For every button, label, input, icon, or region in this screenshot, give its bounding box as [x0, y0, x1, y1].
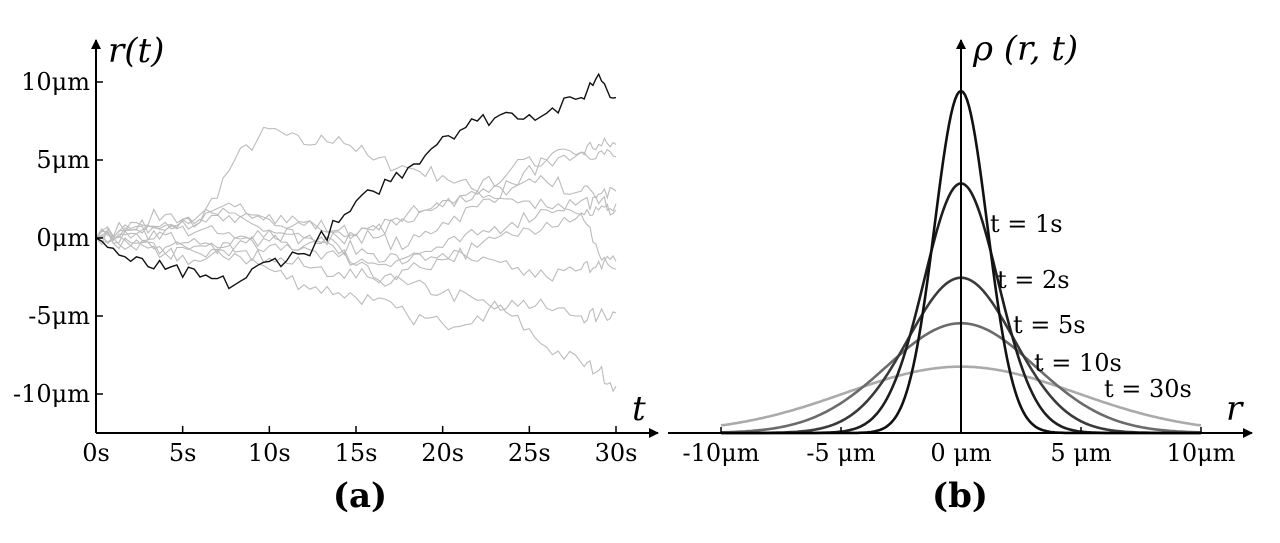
panel-a-caption: (a)	[333, 476, 387, 516]
walk-series-line	[95, 72, 617, 290]
walk-series-line	[95, 195, 617, 268]
x-tick-label: 25s	[508, 439, 551, 467]
y-tick-label: -10μm	[13, 380, 90, 408]
x-tick-label: 20s	[421, 439, 464, 467]
panel-a-x-ticks: 0s 5s 10s 15s 20s 25s 30s	[82, 426, 637, 467]
walk-series-line	[95, 203, 617, 284]
walk-series-line	[95, 148, 617, 253]
walk-series-line	[95, 174, 617, 242]
y-tick-label: -5μm	[28, 302, 90, 330]
y-tick-label: 0μm	[36, 224, 90, 252]
panel-a-series	[95, 72, 617, 393]
panel-a-y-axis-label: r(t)	[108, 31, 164, 71]
x-tick-label: -5 μm	[806, 439, 876, 467]
walk-series-line	[95, 234, 617, 331]
panel-b-x-axis-label: r	[1226, 389, 1244, 429]
x-tick-label: 5s	[169, 439, 197, 467]
x-tick-label: 30s	[595, 439, 638, 467]
curve-label: t = 5s	[1013, 311, 1086, 339]
x-tick-label: 10μm	[1167, 439, 1236, 467]
panel-b-density-curves: -10μm -5 μm 0 μm 5 μm 10μm t = 1s t = 2s t = 5…	[668, 29, 1253, 516]
curve-label: t = 2s	[997, 266, 1070, 294]
x-tick-label: -10μm	[682, 439, 759, 467]
walk-series-line	[95, 137, 617, 251]
panel-a-y-ticks: 10μm 5μm 0μm -5μm -10μm	[13, 68, 103, 408]
walk-series-line	[95, 126, 617, 270]
panel-b-y-axis-label: ρ (r, t)	[972, 29, 1078, 69]
y-tick-label: 5μm	[36, 146, 90, 174]
x-tick-label: 15s	[335, 439, 378, 467]
curve-label: t = 10s	[1034, 349, 1122, 377]
curve-label: t = 30s	[1104, 375, 1192, 403]
walk-series-line	[95, 208, 617, 393]
curve-label: t = 1s	[990, 210, 1063, 238]
panel-b-caption: (b)	[932, 476, 988, 516]
walk-series-line	[95, 228, 617, 282]
x-tick-label: 0s	[82, 439, 110, 467]
y-tick-label: 10μm	[21, 68, 90, 96]
x-tick-label: 0 μm	[930, 439, 991, 467]
x-tick-label: 5 μm	[1050, 439, 1111, 467]
panel-a-random-walks: 0s 5s 10s 15s 20s 25s 30s 10μm5μm0μm-5μm-10μm …	[13, 31, 659, 516]
panel-b-x-ticks: -10μm -5 μm 0 μm 5 μm 10μm	[682, 427, 1236, 467]
x-tick-label: 10s	[248, 439, 291, 467]
panel-a-x-axis-label: t	[632, 389, 646, 429]
